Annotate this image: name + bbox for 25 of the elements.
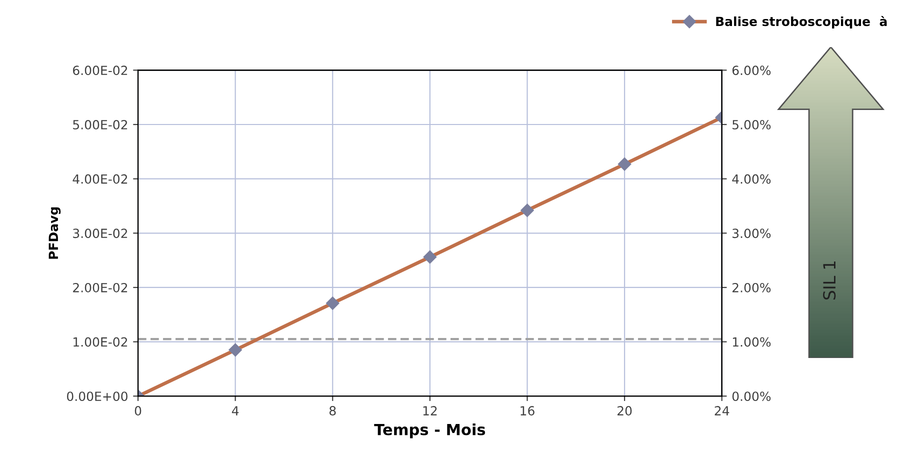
y2-tick-label: 5.00% — [732, 120, 771, 130]
y2-tick-label: 3.00% — [732, 228, 771, 238]
x-axis-title: Temps - Mois — [374, 423, 486, 438]
y-tick-label: 4.00E-02 — [72, 174, 128, 184]
x-tick-label: 4 — [232, 406, 239, 416]
y2-tick-label: 2.00% — [732, 282, 771, 292]
x-tick-label: 0 — [134, 406, 142, 416]
legend-label: Balise stroboscopique à — [716, 16, 887, 29]
y-tick-label: 1.00E-02 — [74, 337, 128, 347]
y-tick-label: 2.00E-02 — [73, 282, 128, 292]
y2-tick-label: 0.00% — [732, 392, 771, 402]
y2-tick-label: 4.00% — [732, 174, 771, 184]
y-tick-label: 0.00E+00 — [67, 392, 128, 402]
x-tick-label: 16 — [520, 406, 534, 416]
x-tick-label: 8 — [330, 406, 336, 416]
text: SIL 1 — [823, 261, 836, 300]
x-tick-label: 24 — [714, 406, 730, 416]
y-tick-label: 6.00E-02 — [73, 66, 128, 76]
x-tick-label: 20 — [618, 406, 632, 416]
y-tick-label: 5.00E-02 — [73, 120, 128, 130]
y2-tick-label: 1.00% — [732, 337, 771, 347]
y2-tick-label: 6.00% — [732, 66, 771, 76]
x-tick-label: 12 — [423, 406, 437, 416]
y-axis-title: PFDavg — [48, 207, 61, 259]
y-tick-label: 3.00E-02 — [73, 228, 128, 238]
